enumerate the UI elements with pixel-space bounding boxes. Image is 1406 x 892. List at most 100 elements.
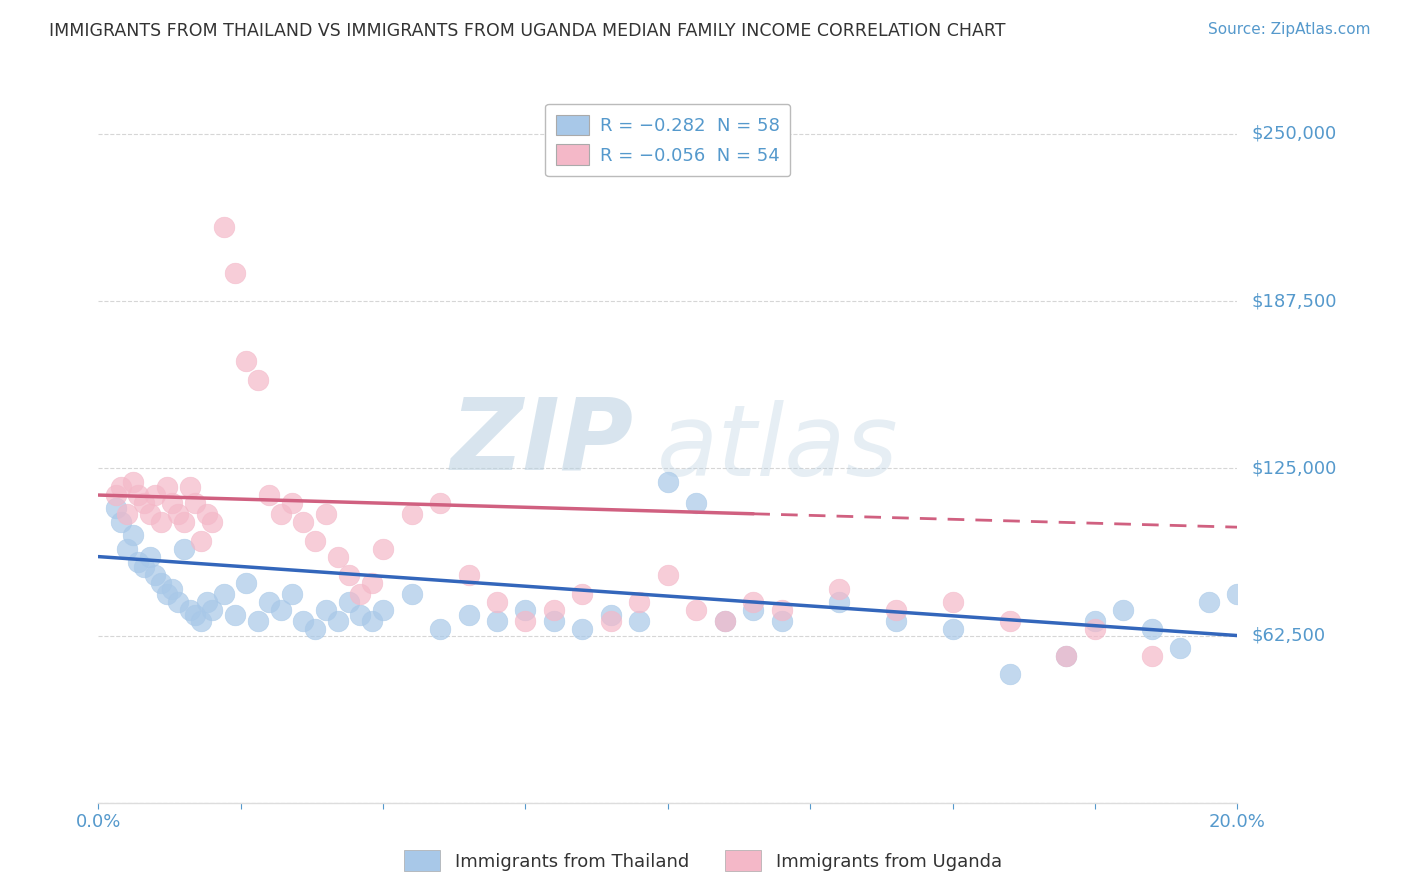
Point [657, 475, 679, 489]
Point [156, 480, 179, 494]
Point [292, 515, 315, 529]
Point [942, 622, 965, 636]
Point [167, 507, 190, 521]
Point [162, 496, 184, 510]
Point [998, 614, 1021, 628]
Point [281, 587, 304, 601]
Point [600, 608, 623, 623]
Point [201, 603, 224, 617]
Point [685, 496, 707, 510]
Text: $187,500: $187,500 [1251, 292, 1337, 310]
Point [457, 608, 479, 623]
Point [190, 614, 212, 628]
Point [173, 541, 195, 556]
Point [104, 501, 127, 516]
Text: $125,000: $125,000 [1251, 459, 1337, 477]
Point [184, 608, 207, 623]
Point [657, 568, 679, 582]
Point [1056, 648, 1078, 663]
Point [571, 587, 593, 601]
Point [486, 595, 509, 609]
Point [212, 220, 235, 235]
Point [1140, 648, 1163, 663]
Point [281, 496, 304, 510]
Point [132, 560, 155, 574]
Point [457, 568, 479, 582]
Point [1056, 648, 1078, 663]
Text: IMMIGRANTS FROM THAILAND VS IMMIGRANTS FROM UGANDA MEDIAN FAMILY INCOME CORRELAT: IMMIGRANTS FROM THAILAND VS IMMIGRANTS F… [49, 22, 1005, 40]
Text: atlas: atlas [657, 401, 898, 497]
Point [127, 488, 149, 502]
Point [224, 266, 246, 280]
Point [600, 614, 623, 628]
Point [1170, 640, 1192, 655]
Point [770, 603, 793, 617]
Point [132, 496, 155, 510]
Point [104, 488, 127, 502]
Point [246, 373, 269, 387]
Point [145, 568, 167, 582]
Point [349, 587, 371, 601]
Point [571, 622, 593, 636]
Point [167, 595, 190, 609]
Point [121, 528, 143, 542]
Point [156, 587, 179, 601]
Point [1112, 603, 1135, 617]
Point [685, 603, 707, 617]
Point [1226, 587, 1249, 601]
Point [770, 614, 793, 628]
Point [121, 475, 143, 489]
Point [1140, 622, 1163, 636]
Point [714, 614, 737, 628]
Point [326, 614, 349, 628]
Point [373, 603, 395, 617]
Point [884, 603, 907, 617]
Point [486, 614, 509, 628]
Point [742, 603, 765, 617]
Point [349, 608, 371, 623]
Point [373, 541, 395, 556]
Point [401, 507, 423, 521]
Point [337, 595, 360, 609]
Point [998, 667, 1021, 681]
Point [235, 354, 257, 368]
Point [714, 614, 737, 628]
Point [150, 515, 173, 529]
Point [304, 533, 326, 548]
Point [543, 614, 565, 628]
Point [201, 515, 224, 529]
Point [360, 576, 382, 591]
Point [742, 595, 765, 609]
Point [337, 568, 360, 582]
Point [515, 614, 537, 628]
Point [515, 603, 537, 617]
Point [429, 622, 451, 636]
Point [429, 496, 451, 510]
Point [1084, 614, 1107, 628]
Point [138, 507, 160, 521]
Point [270, 507, 292, 521]
Point [401, 587, 423, 601]
Point [224, 608, 246, 623]
Legend: Immigrants from Thailand, Immigrants from Uganda: Immigrants from Thailand, Immigrants fro… [396, 843, 1010, 879]
Point [190, 533, 212, 548]
Point [246, 614, 269, 628]
Point [884, 614, 907, 628]
Point [828, 582, 851, 596]
Point [195, 507, 218, 521]
Point [145, 488, 167, 502]
Point [1084, 622, 1107, 636]
Point [110, 480, 132, 494]
Point [173, 515, 195, 529]
Point [259, 488, 281, 502]
Point [292, 614, 315, 628]
Point [184, 496, 207, 510]
Point [235, 576, 257, 591]
Text: $250,000: $250,000 [1251, 125, 1337, 143]
Point [1198, 595, 1220, 609]
Point [270, 603, 292, 617]
Point [304, 622, 326, 636]
Text: ZIP: ZIP [451, 393, 634, 490]
Point [942, 595, 965, 609]
Point [628, 614, 651, 628]
